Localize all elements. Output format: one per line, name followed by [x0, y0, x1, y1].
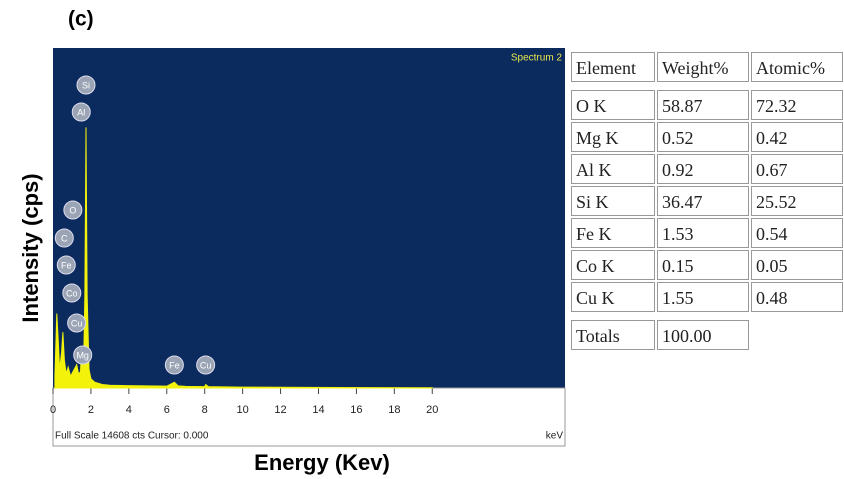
table-cell: Weight%	[657, 52, 749, 82]
x-tick-label: 10	[237, 404, 249, 416]
table-cell: Co K	[571, 250, 655, 280]
table-cell: Mg K	[571, 122, 655, 152]
x-tick-label: 8	[202, 404, 208, 416]
spectrum-title: Spectrum 2	[511, 53, 563, 64]
unit-label: keV	[546, 431, 564, 442]
table-cell: Totals	[571, 320, 655, 350]
table-cell: 1.53	[657, 218, 749, 248]
peak-marker	[71, 102, 91, 122]
table-cell: 0.52	[657, 122, 749, 152]
table-cell: 72.32	[751, 90, 843, 120]
peak-label: Cu	[71, 318, 83, 328]
x-tick-label: 14	[312, 404, 324, 416]
data-row: O K 58.87 72.32	[570, 89, 844, 121]
footer: Full Scale 14608 cts Cursor: 0.000	[55, 431, 209, 442]
peak-label: Fe	[61, 260, 72, 270]
peak-marker	[164, 355, 184, 375]
peak-label: Mg	[76, 350, 89, 360]
plot-area	[53, 48, 565, 388]
table-cell: 100.00	[657, 320, 749, 350]
results-table: Element Weight% Atomic% O K 58.87 72.32 Mg K 0.…	[570, 51, 844, 351]
peak-marker	[63, 200, 83, 220]
peak-label: Al	[77, 107, 85, 117]
table-cell: 0.67	[751, 154, 843, 184]
table-cell: 0.48	[751, 282, 843, 312]
x-tick-label: 18	[388, 404, 400, 416]
peak-marker	[76, 75, 96, 95]
data-row: Mg K 0.52 0.42	[570, 121, 844, 153]
table-cell: 1.55	[657, 282, 749, 312]
data-row: Co K 0.15 0.05	[570, 249, 844, 281]
peak-marker	[54, 228, 74, 248]
spectrum	[54, 127, 433, 389]
totals-row: Totals 100.00	[570, 319, 844, 351]
data-row: Cu K 1.55 0.48	[570, 281, 844, 313]
axis-strip	[52, 387, 566, 447]
peak-marker	[196, 355, 216, 375]
peak-marker	[73, 345, 93, 365]
table-cell: 25.52	[751, 186, 843, 216]
data-row: Al K 0.92 0.67	[570, 153, 844, 185]
table-cell: Fe K	[571, 218, 655, 248]
table-cell: 0.15	[657, 250, 749, 280]
peak-label: Si	[82, 80, 90, 90]
table-cell: Al K	[571, 154, 655, 184]
peak-marker	[56, 255, 76, 275]
data-row: Si K 36.47 25.52	[570, 185, 844, 217]
header-row: Element Weight% Atomic%	[570, 51, 844, 83]
peak-label: Cu	[200, 360, 212, 370]
peak-label: O	[69, 205, 76, 215]
peak-marker	[67, 313, 87, 333]
x-tick-label: 20	[426, 404, 438, 416]
y-axis-label: Intensity (cps)	[18, 173, 43, 322]
table-cell: 0.42	[751, 122, 843, 152]
x-tick-label: 0	[50, 404, 56, 416]
table-cell: 0.05	[751, 250, 843, 280]
table-cell: Si K	[571, 186, 655, 216]
data-row: Fe K 1.53 0.54	[570, 217, 844, 249]
table-cell: Atomic%	[751, 52, 843, 82]
x-tick-label: 4	[126, 404, 132, 416]
table-cell: 0.54	[751, 218, 843, 248]
peak-label: C	[61, 233, 68, 243]
table-cell: O K	[571, 90, 655, 120]
table-cell: Element	[571, 52, 655, 82]
x-tick-label: 12	[274, 404, 286, 416]
panel-label: (c)	[68, 8, 94, 31]
x-tick-label: 6	[164, 404, 170, 416]
x-tick-label: 16	[350, 404, 362, 416]
x-axis-label: Energy (Kev)	[254, 450, 390, 475]
table-cell: 36.47	[657, 186, 749, 216]
peak-marker	[62, 283, 82, 303]
peak-label: Fe	[169, 360, 180, 370]
peak-label: Co	[66, 288, 78, 298]
table-cell: 58.87	[657, 90, 749, 120]
table-cell: Cu K	[571, 282, 655, 312]
table-cell: 0.92	[657, 154, 749, 184]
x-tick-label: 2	[88, 404, 94, 416]
